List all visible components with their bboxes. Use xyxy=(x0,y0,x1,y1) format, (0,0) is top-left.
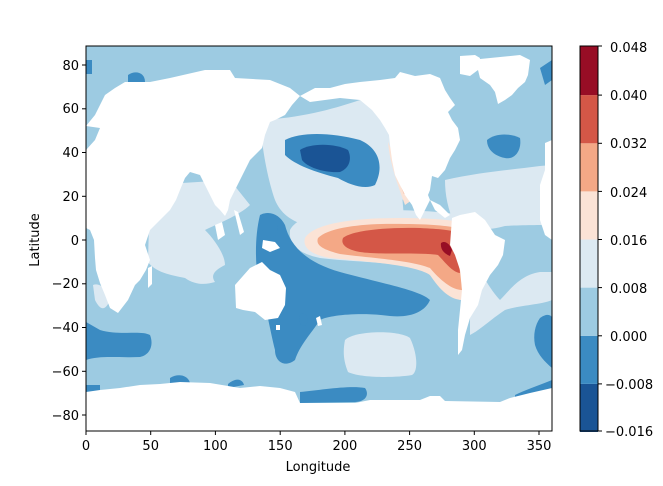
y-axis: −80 −60 −40 −20 0 20 40 60 80 Latitude xyxy=(28,59,86,424)
x-axis-label: Longitude xyxy=(286,460,351,475)
colorbar-band xyxy=(580,143,598,192)
colorbar: −0.016 −0.008 0.000 0.008 0.016 0.024 0.… xyxy=(579,41,653,440)
colorbar-band xyxy=(580,383,598,432)
colorbar-band xyxy=(580,46,598,96)
y-tick: 20 xyxy=(62,190,86,205)
colorbar-band xyxy=(580,191,598,240)
svg-text:0: 0 xyxy=(71,234,79,249)
y-tick: −60 xyxy=(52,365,86,380)
plot-area xyxy=(86,46,552,431)
x-tick: 50 xyxy=(142,431,159,454)
y-tick: −80 xyxy=(52,409,86,424)
svg-text:20: 20 xyxy=(62,190,79,205)
svg-text:0.000: 0.000 xyxy=(610,330,647,345)
svg-text:0.032: 0.032 xyxy=(610,137,647,152)
svg-text:80: 80 xyxy=(62,59,79,74)
y-tick: 60 xyxy=(62,102,86,117)
contour-level-0.040-0.048 xyxy=(440,241,452,256)
x-tick: 250 xyxy=(397,431,422,454)
svg-text:0.040: 0.040 xyxy=(610,89,647,104)
y-tick: 80 xyxy=(62,59,86,74)
svg-text:0.008: 0.008 xyxy=(610,282,647,297)
svg-text:−60: −60 xyxy=(52,365,79,380)
svg-text:350: 350 xyxy=(527,439,552,454)
svg-text:−0.008: −0.008 xyxy=(605,378,653,393)
svg-text:0: 0 xyxy=(82,439,90,454)
x-tick: 100 xyxy=(203,431,228,454)
svg-text:300: 300 xyxy=(462,439,487,454)
svg-text:0.048: 0.048 xyxy=(610,41,647,56)
svg-text:150: 150 xyxy=(268,439,293,454)
y-tick: −20 xyxy=(52,277,86,292)
y-tick: 40 xyxy=(62,146,86,161)
svg-text:−20: −20 xyxy=(52,277,79,292)
svg-text:60: 60 xyxy=(62,102,79,117)
x-tick: 350 xyxy=(527,431,552,454)
contour-level-neg0.016-neg0.008 xyxy=(300,144,350,173)
contour-level-0.032-0.040 xyxy=(342,227,460,273)
colorbar-ticks: −0.016 −0.008 0.000 0.008 0.016 0.024 0.… xyxy=(598,41,653,440)
svg-text:100: 100 xyxy=(203,439,228,454)
colorbar-band xyxy=(580,95,598,144)
colorbar-band xyxy=(580,335,598,384)
colorbar-band xyxy=(580,287,598,336)
svg-text:200: 200 xyxy=(332,439,357,454)
colorbar-frame xyxy=(579,45,599,432)
y-tick: −40 xyxy=(52,321,86,336)
x-tick: 200 xyxy=(332,431,357,454)
svg-text:50: 50 xyxy=(142,439,159,454)
y-tick: 0 xyxy=(71,234,86,249)
svg-text:−40: −40 xyxy=(52,321,79,336)
x-axis: 0 50 100 150 200 250 300 350 Longitude xyxy=(82,431,552,475)
land-mask xyxy=(86,55,552,431)
svg-text:40: 40 xyxy=(62,146,79,161)
x-tick: 150 xyxy=(268,431,293,454)
svg-text:0.016: 0.016 xyxy=(610,234,647,249)
x-tick: 300 xyxy=(462,431,487,454)
y-axis-label: Latitude xyxy=(28,213,43,267)
svg-text:0.024: 0.024 xyxy=(610,186,647,201)
svg-text:250: 250 xyxy=(397,439,422,454)
plot-frame xyxy=(85,45,553,432)
x-tick: 0 xyxy=(82,431,90,454)
svg-text:−80: −80 xyxy=(52,409,79,424)
svg-text:−0.016: −0.016 xyxy=(605,425,653,440)
colorbar-band xyxy=(580,239,598,288)
